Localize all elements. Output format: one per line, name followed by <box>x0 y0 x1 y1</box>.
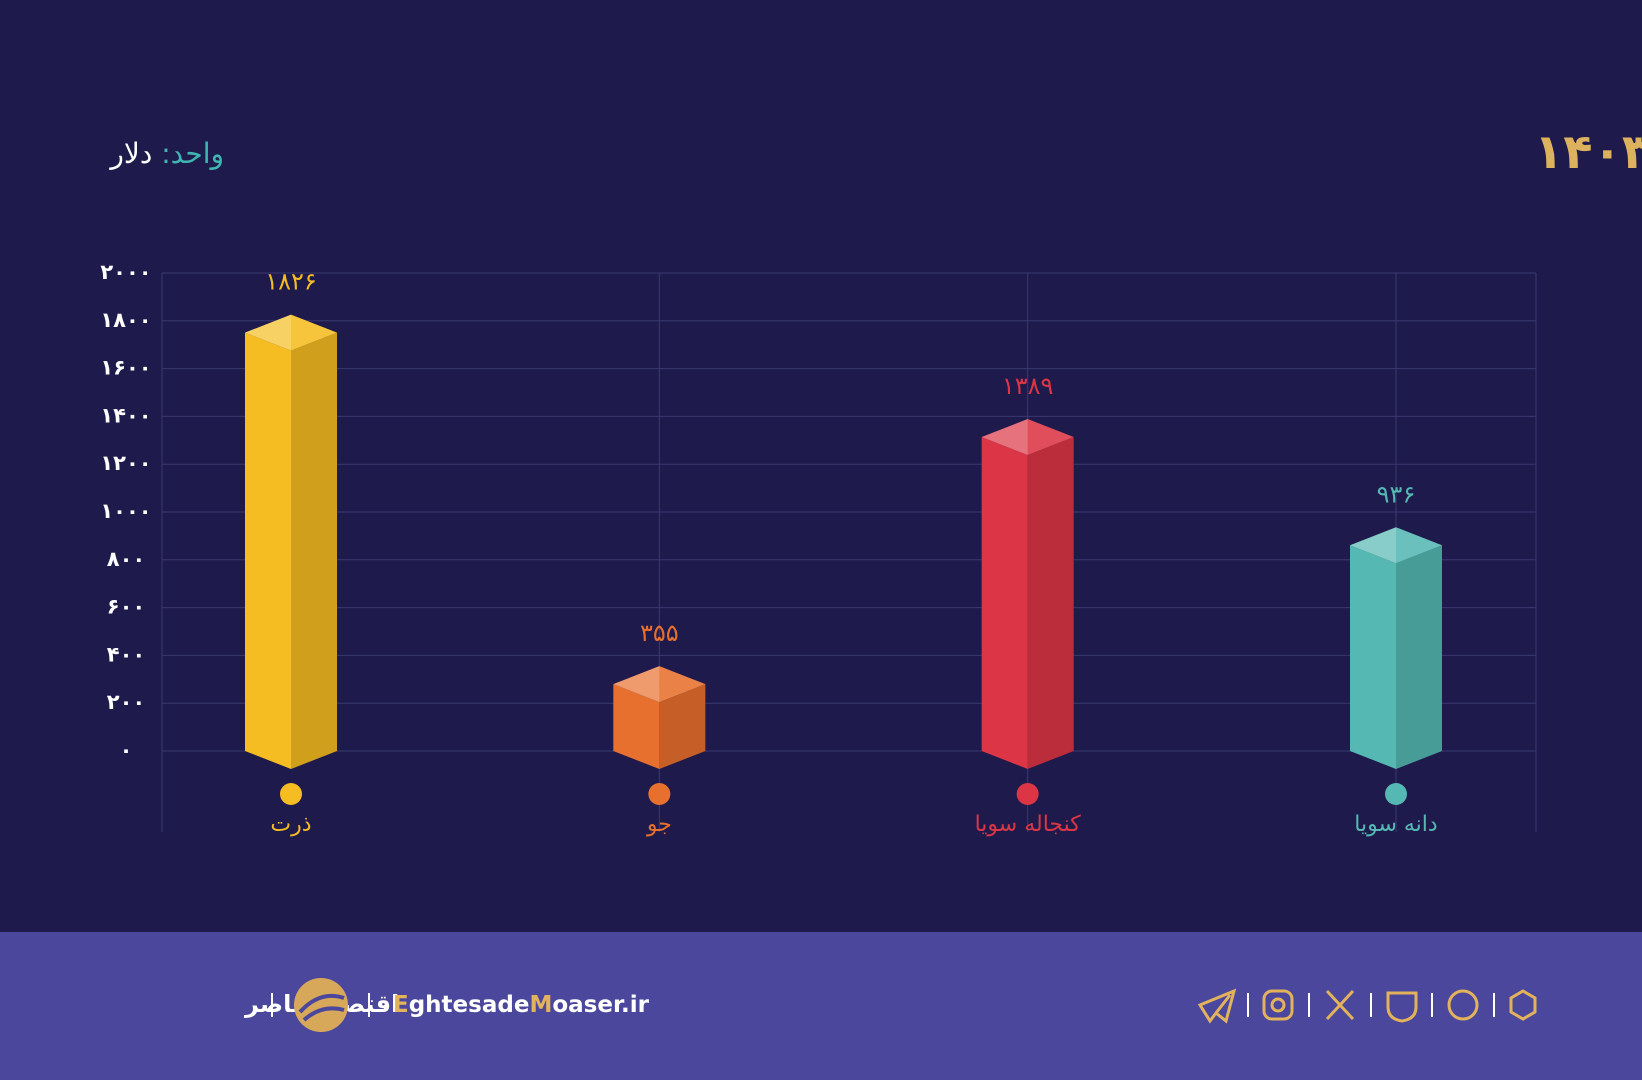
value-label: ۹۳۶ <box>1377 480 1416 508</box>
bar-top <box>1350 527 1442 564</box>
y-tick-label: ۶۰۰ <box>107 595 145 619</box>
y-tick-label: ۱۸۰۰ <box>100 308 151 332</box>
bar-face-left <box>1350 545 1396 769</box>
legend-dot <box>1385 783 1407 805</box>
bar <box>981 419 1074 769</box>
bar-top-light <box>1350 527 1396 564</box>
icon-separators <box>1247 993 1495 1017</box>
bar <box>245 314 337 769</box>
logo <box>294 978 348 1032</box>
bar-top <box>245 314 337 351</box>
bale-icon[interactable] <box>1386 991 1418 1023</box>
bar-top-light <box>1027 419 1074 456</box>
x-tick-label: کنجاله سویا <box>975 812 1082 837</box>
value-label: ۱۳۸۹ <box>1002 372 1054 400</box>
bar-top-light <box>1396 527 1442 564</box>
social-icons[interactable] <box>1197 988 1537 1024</box>
bar-face-right <box>1027 437 1074 769</box>
legend-dot <box>280 783 302 805</box>
legend-dot <box>1016 783 1039 805</box>
y-tick-label: ۲۰۰۰ <box>100 260 151 284</box>
bar-face-left <box>613 684 660 769</box>
bar-top-light <box>981 419 1028 456</box>
bar-face-left <box>245 332 291 769</box>
x-tick-label: ذرت <box>270 812 311 837</box>
value-label: ۱۸۲۶ <box>265 268 317 296</box>
bar-face-right <box>1396 545 1442 769</box>
value-label: ۳۵۵ <box>640 619 679 647</box>
y-tick-label: ۰ <box>120 738 133 762</box>
bar-shade <box>1027 437 1074 769</box>
x-tick-label: جو <box>646 812 672 837</box>
unit: واحد: دلار <box>108 137 224 170</box>
y-tick-label: ۱۶۰۰ <box>100 356 151 380</box>
bar-top-light <box>291 314 337 351</box>
bar-top-light <box>613 666 660 703</box>
instagram-icon[interactable] <box>1262 989 1294 1021</box>
bar-face-left <box>981 437 1028 769</box>
telegram-icon[interactable] <box>1197 988 1237 1024</box>
site-part: oaser.ir <box>552 992 649 1018</box>
bar-top-light <box>659 666 706 703</box>
x-icon[interactable] <box>1325 989 1355 1021</box>
bar-face-right <box>291 332 337 769</box>
instagram-icon <box>1270 997 1286 1013</box>
y-tick-label: ۴۰۰ <box>107 642 145 666</box>
bar-face-right <box>659 684 706 769</box>
bar-top-light <box>245 314 291 351</box>
bar-shade <box>1396 545 1442 769</box>
rubika-icon[interactable] <box>1509 989 1537 1021</box>
site-part: ghtesade <box>409 992 530 1018</box>
unit-value: دلار <box>108 137 152 170</box>
x-tick-label: دانه سویا <box>1354 812 1437 837</box>
logo-mark <box>298 993 345 1022</box>
bar <box>613 666 706 769</box>
y-tick-label: ۱۰۰۰ <box>100 499 151 523</box>
y-tick-label: ۸۰۰ <box>107 547 145 571</box>
bar-top <box>981 419 1074 456</box>
y-tick-label: ۱۴۰۰ <box>100 403 151 427</box>
bar-shade <box>659 684 706 769</box>
chart-title: ارزش انواع نهاده‌های وارداتی طی ۸ ماهه ۱… <box>1534 124 1642 180</box>
y-tick-label: ۲۰۰ <box>107 690 145 714</box>
site-part: M <box>529 992 552 1018</box>
bar-top <box>613 666 706 703</box>
eitaa-icon[interactable] <box>1447 989 1479 1021</box>
footer-band <box>0 932 1642 1080</box>
site-part: E <box>393 992 409 1018</box>
y-tick-label: ۱۲۰۰ <box>100 451 151 475</box>
legend-dot <box>648 783 671 805</box>
footer-site: EghtesadeMoaser.ir <box>393 992 650 1018</box>
unit-label: واحد: <box>161 137 224 170</box>
bar-shade <box>291 332 337 769</box>
plot: ۰ ۲۰۰ ۴۰۰ ۶۰۰ ۸۰۰ ۱۰۰۰ ۱۲۰۰ ۱۴۰۰ ۱۶۰۰ ۱۸۰۰ ۲۰۰۰ ۱۸۲… <box>100 260 1537 837</box>
bar <box>1350 527 1442 769</box>
